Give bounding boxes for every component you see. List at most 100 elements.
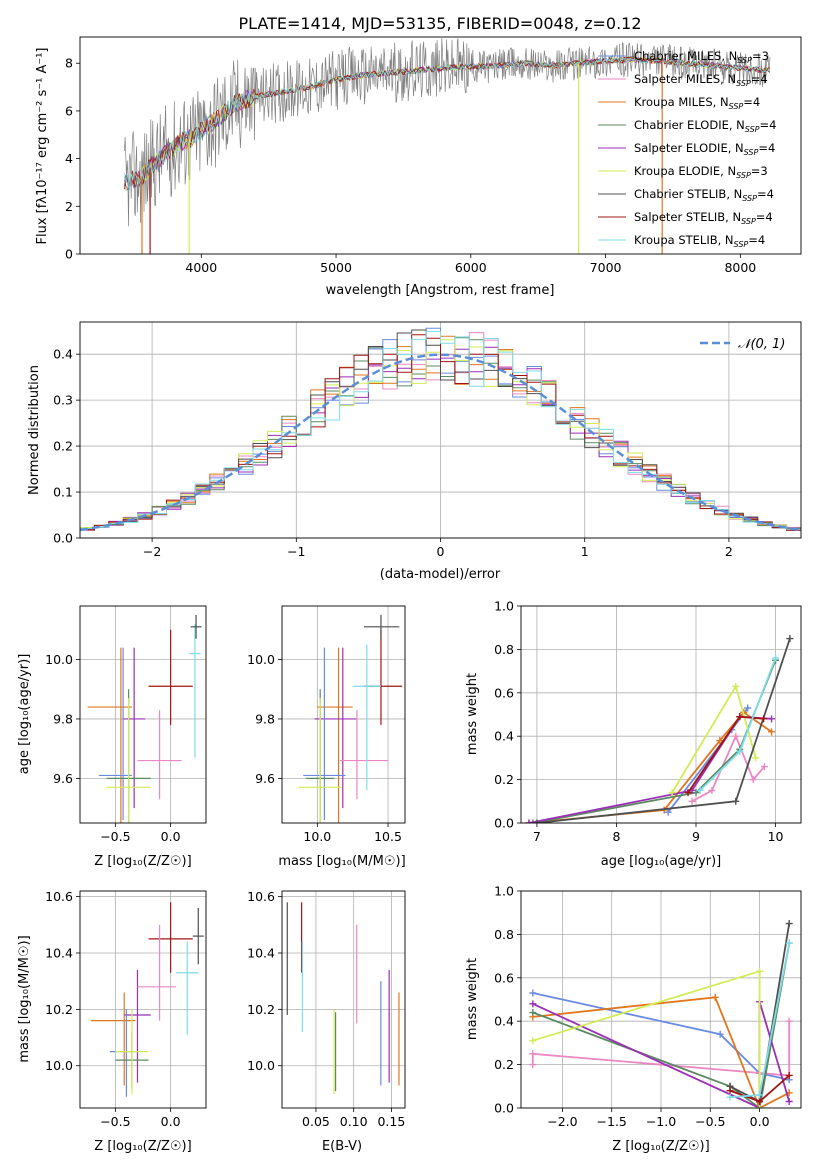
legend-subscript: SSP [729,102,744,111]
x-tick-label: −0.5 [100,1114,130,1129]
weight-marker [756,1091,764,1099]
legend-value: =4 [757,187,774,201]
y-tick-label: 10.4 [45,946,73,961]
x-axis-label: mass [log₁₀(M/M☉)] [278,854,405,869]
y-tick-label: 0.2 [53,439,73,454]
legend-value: =3 [751,164,768,178]
x-tick-label: 9 [692,829,700,844]
age_vs_Z-plot-area [87,614,202,823]
histogram-series [80,330,801,533]
weight-marker [785,1097,793,1105]
y-tick-label: 1.0 [494,884,514,899]
y-tick-label: 10.2 [45,1002,73,1017]
y-tick-label: 9.6 [53,771,73,786]
legend-entry: Salpeter ELODIE, NSSP=4 [634,141,775,157]
mass_vs_ebv-panel: 0.05 0.10 0.15 10.0 10.2 10.4 10.6 E(B-V) [247,889,406,1154]
legend-subscript: SSP [742,194,757,203]
y-tick-label: 10.2 [247,1002,275,1017]
y-tick-label: 0.4 [494,1014,514,1029]
weight-marker [529,819,537,823]
legend-label: Kroupa STELIB, N [634,233,734,247]
x-tick-label: −1.5 [597,1114,627,1129]
weight-marker [732,797,740,805]
weight-marker [716,737,724,745]
weight-marker [736,713,744,721]
legend-label: Chabrier ELODIE, N [634,118,745,132]
x-tick-label: 0.0 [161,829,181,844]
y-tick-label: 10.6 [45,889,73,904]
legend-subscript: SSP [736,79,751,88]
weight-marker [732,682,740,690]
y-tick-label: 0.8 [494,927,514,942]
mass_vs_Z-plot-area [91,902,204,1097]
y-tick-label: 8 [65,56,73,71]
residuals-plot-area [80,327,801,533]
x-axis-label: Z [log₁₀(Z/Z☉)] [94,854,191,869]
x-tick-label: 0.15 [377,1114,405,1129]
weight-series [532,992,790,1081]
y-axis-label: mass weight [465,673,480,755]
weight-marker [732,732,740,740]
age_vs_mass-plot-area [298,614,403,823]
legend-subscript: SSP [745,125,760,134]
weight-marker [772,654,780,662]
y-tick-label: 0.1 [53,485,73,500]
y-tick-label: 10.0 [45,652,73,667]
legend-value: =3 [752,49,769,63]
figure-panels: 4000 5000 6000 7000 8000 0 2 4 6 8 wavelength [Ang… [17,36,802,1154]
weight-marker [744,704,752,712]
weight-marker [768,715,776,723]
x-tick-label: −1 [287,544,305,559]
weight-marker [726,1093,734,1101]
residuals-panel: −2 −1 0 1 2 0.0 0.1 0.2 0.3 0.4 (data-model)/error… [27,321,802,582]
y-tick-label: 0.0 [494,816,514,831]
weight-marker [529,1009,537,1017]
legend-subscript: SSP [736,171,751,180]
axes-frame [79,36,802,255]
legend-entry: Kroupa ELODIE, NSSP=3 [634,164,768,180]
x-tick-label: 7000 [590,260,622,275]
x-axis-label: (data-model)/error [380,567,501,582]
weight-marker [668,789,676,797]
legend-entry: Chabrier ELODIE, NSSP=4 [634,118,776,134]
axes-frame [79,605,207,824]
y-axis-label: mass [log₁₀(M/M☉)] [17,935,32,1062]
weight-marker [760,715,768,723]
weight-marker [768,728,776,736]
weight-marker [760,763,768,771]
legend-subscript: SSP [734,240,749,249]
y-tick-label: 0 [65,247,73,262]
x-tick-label: 7 [533,829,541,844]
x-tick-label: −0.5 [695,1114,725,1129]
weight_vs_Z-plot-area [529,920,793,1108]
weight_vs_age-panel: 7 8 9 10 0.0 0.2 0.4 0.6 0.8 1.0 age [log₁₀(age/yr… [465,599,802,869]
weight-series [528,711,773,823]
weight-marker [529,1050,537,1058]
x-tick-label: 0.0 [750,1114,770,1129]
legend-subscript: SSP [741,217,756,226]
x-tick-label: −2.0 [547,1114,577,1129]
weight-marker [752,754,760,762]
age_vs_Z-panel: −0.5 0.0 9.6 9.8 10.0 Z [log₁₀(Z/Z☉)] age [log… [17,605,207,869]
weight-marker [696,786,704,794]
weight-marker [529,1061,537,1069]
weight-marker [688,797,696,805]
weight-marker [684,789,692,797]
legend-subscript: SSP [744,148,759,157]
weight-marker [529,1000,537,1008]
y-tick-label: 0.2 [494,772,514,787]
axes-frame [79,890,207,1109]
weight-marker [692,789,700,797]
legend-entry: Chabrier STELIB, NSSP=4 [634,187,774,203]
weight-marker [711,993,719,1001]
x-axis-label: Z [log₁₀(Z/Z☉)] [94,1139,191,1154]
axes-frame [281,890,406,1109]
observed-spectrum [124,38,771,227]
x-tick-label: −0.5 [100,829,130,844]
weight-marker [785,939,793,947]
x-tick-label: 4000 [185,260,217,275]
legend-entry: Kroupa MILES, NSSP=4 [634,95,760,111]
weight-marker [749,776,757,784]
y-axis-label: age [log₁₀(age/yr)] [17,654,32,775]
